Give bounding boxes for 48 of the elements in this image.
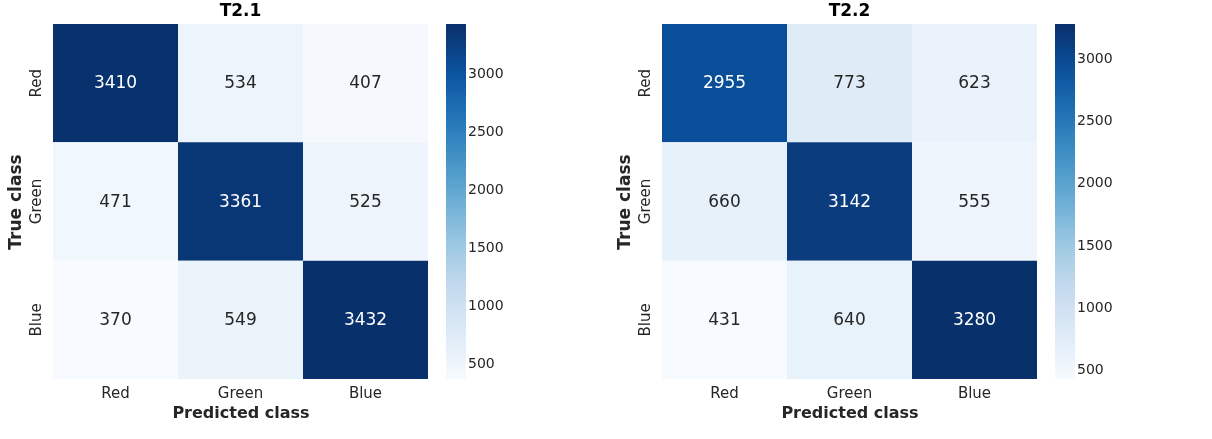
data-label: 525: [349, 190, 382, 211]
color-bar-label: 1000: [1077, 299, 1113, 316]
color-bar-label: 2000: [468, 181, 504, 198]
data-label: 407: [349, 72, 382, 93]
color-bar-label: 3000: [468, 65, 504, 82]
data-label: 3410: [93, 72, 138, 93]
data-label: 370: [99, 308, 132, 329]
x-tick-label: Blue: [348, 383, 383, 402]
x-tick-label: Red: [101, 383, 130, 402]
color-bar-label: 1500: [468, 238, 504, 255]
data-label: 3432: [343, 308, 388, 329]
color-bar-label: 2500: [1077, 112, 1113, 129]
data-label: 555: [958, 190, 991, 211]
chart-title: T2.2: [828, 0, 871, 20]
y-tick-label: Green: [635, 178, 654, 225]
y-axis-title: True class: [613, 154, 634, 250]
data-label: 534: [224, 72, 257, 93]
color-bar-label: 2500: [468, 123, 504, 140]
data-label: 3361: [218, 190, 263, 211]
x-tick-label: Green: [826, 383, 873, 402]
x-axis-title: Predicted class: [781, 402, 919, 422]
data-label: 640: [833, 308, 866, 329]
x-axis-title: Predicted class: [172, 402, 310, 422]
data-label: 3280: [952, 308, 997, 329]
y-tick-label: Blue: [635, 303, 654, 337]
color-bar-label: 1000: [468, 296, 504, 313]
y-tick-label: Blue: [26, 303, 45, 337]
y-tick-label: Red: [26, 68, 45, 98]
data-label: 3142: [827, 190, 872, 211]
data-label: 431: [708, 308, 741, 329]
y-tick-label: Green: [26, 178, 45, 225]
color-bar-label: 3000: [1077, 49, 1113, 66]
data-label: 471: [99, 190, 132, 211]
data-label: 623: [958, 72, 991, 93]
x-tick-label: Green: [217, 383, 264, 402]
color-bar-label: 2000: [1077, 174, 1113, 191]
data-label: 549: [224, 308, 257, 329]
data-label: 773: [833, 72, 866, 93]
color-bar-label: 500: [1077, 361, 1104, 378]
data-label: 2955: [702, 72, 747, 93]
x-tick-label: Red: [710, 383, 739, 402]
color-bar-label: 500: [468, 354, 495, 371]
y-tick-label: Red: [635, 68, 654, 98]
data-label: 660: [708, 190, 741, 211]
color-bar-label: 1500: [1077, 236, 1113, 253]
x-tick-label: Blue: [957, 383, 992, 402]
chart-title: T2.1: [219, 0, 262, 20]
y-axis-title: True class: [4, 154, 25, 250]
